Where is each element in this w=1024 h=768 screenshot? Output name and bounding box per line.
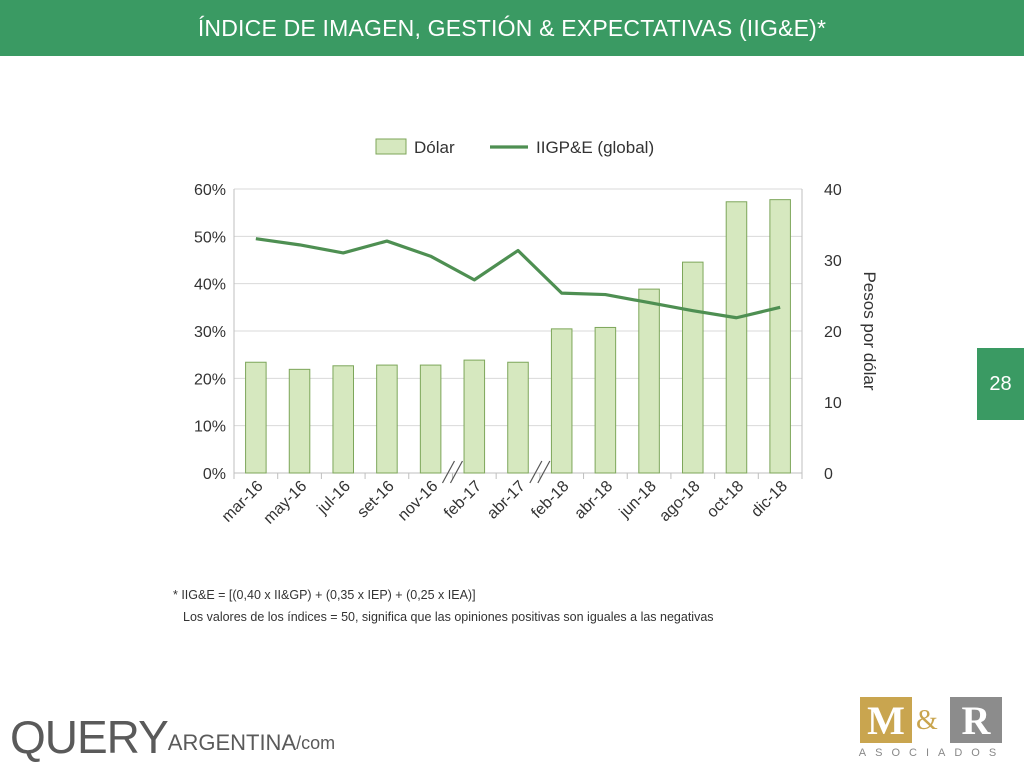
combo-chart: 0% 10% 20% 30% 40% 50% 60% 0 10 20 30 40 mar-16may-1… [194,138,879,528]
footnote-formula: * IIG&E = [(0,40 x II&GP) + (0,35 x IEP)… [173,588,476,602]
page-title: ÍNDICE DE IMAGEN, GESTIÓN & EXPECTATIVAS… [197,14,827,41]
logo-asociados: ASOCIADOS [858,747,1006,759]
y-right-tick-label: 20 [824,324,842,341]
y-left-tick-label: 30% [194,324,226,341]
bar-dolar [725,201,748,474]
bar-dolar [288,368,311,474]
logo-amp: & [916,705,938,736]
logo-m: M [860,697,912,743]
x-tick-label: mar-16 [219,478,267,526]
legend-swatch-dolar [375,138,407,155]
x-tick-label: may-16 [261,478,311,528]
bar-dolar [682,261,704,474]
axis-break-mark [529,460,551,484]
bar-dolar [376,364,398,474]
logo-com-text: /com [296,733,336,753]
title-bar: ÍNDICE DE IMAGEN, GESTIÓN & EXPECTATIVAS… [0,0,1024,56]
axis-break-mark [441,460,463,484]
bar-dolar [550,328,573,474]
y-right-tick-label: 0 [824,466,833,483]
y-left-tick-label: 60% [194,182,226,199]
y-left-tick-label: 0% [203,466,226,483]
y-left-tick-label: 40% [194,277,226,294]
bar-dolar [594,326,617,474]
y-right-tick-label: 40 [824,182,842,199]
bar-dolar [507,361,529,474]
mr-asociados-logo: M & R ASOCIADOS [858,697,1006,763]
line-iigpe-global [255,237,781,320]
logo-argentina-text: ARGENTINA [167,730,297,755]
legend-label-dolar: Dólar [414,138,455,157]
x-tick-label: feb-18 [528,478,572,522]
legend-label-iigpe: IIGP&E (global) [536,138,654,157]
y-right-axis-label: Pesos por dólar [860,271,879,390]
chart-container: 0% 10% 20% 30% 40% 50% 60% 0 10 20 30 40 mar-16 may-1… [140,120,900,560]
bar-dolar [638,288,660,474]
x-tick-label: ago-18 [656,478,703,525]
logo-r: R [950,697,1002,743]
y-right-tick-label: 30 [824,253,842,270]
x-tick-label: set-16 [354,478,398,522]
x-tick-label: abr-17 [484,478,529,523]
bar-dolar [769,199,791,474]
x-tick-label: feb-17 [441,478,485,522]
x-tick-label: nov-16 [395,478,442,525]
logo-query-text: QUERY [10,711,169,763]
x-tick-label: dic-18 [748,478,791,521]
y-left-tick-label: 10% [194,419,226,436]
bar-dolar [332,365,354,474]
x-tick-label: oct-18 [704,478,748,522]
x-tick-label: abr-18 [571,478,616,523]
x-tick-label: jun-18 [616,478,660,522]
y-left-tick-label: 50% [194,229,226,246]
footnote: * IIG&E = [(0,40 x II&GP) + (0,35 x IEP)… [173,584,714,628]
page-number-badge: 28 [977,348,1024,420]
x-tick-label: jul-16 [314,478,354,518]
bar-dolar [463,359,486,474]
bar-dolar [419,364,442,474]
y-right-tick-label: 10 [824,395,842,412]
y-left-tick-label: 20% [194,371,226,388]
bar-dolar [245,361,267,474]
query-argentina-logo: QUERY ARGENTINA /com [10,700,335,760]
footnote-note: Los valores de los índices = 50, signifi… [183,610,714,624]
